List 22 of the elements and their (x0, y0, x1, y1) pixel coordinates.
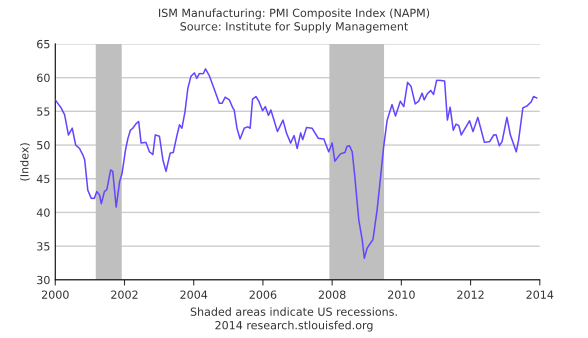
x-tick-label: 2006 (250, 290, 276, 299)
y-tick-label: 50 (37, 141, 50, 150)
y-tick-label: 35 (37, 242, 50, 251)
y-axis-title: (Index) (20, 143, 30, 181)
x-tick-label: 2002 (111, 290, 138, 299)
chart-title: ISM Manufacturing: PMI Composite Index (NAPM) (159, 8, 430, 20)
y-tick-label: 45 (36, 174, 50, 184)
y-tick-label: 65 (37, 40, 50, 48)
y-tick-label: 60 (37, 74, 50, 82)
y-tick-label: 30 (37, 276, 50, 284)
chart-subtitle: Source: Institute for Supply Management (180, 22, 408, 33)
text: 2014 research.stlouisfed.org (215, 320, 372, 332)
y-tick-label: 55 (37, 107, 50, 116)
y-tick-label: 40 (36, 208, 50, 217)
text: Shaded areas indicate US recessions. (190, 307, 397, 316)
x-tick-label: 2008 (318, 290, 346, 299)
x-tick-label: 2012 (457, 290, 484, 299)
x-tick-label: 2004 (180, 290, 208, 299)
line-series (55, 68, 538, 260)
x-tick-label: 2000 (42, 290, 69, 299)
x-tick-label: 2010 (388, 290, 415, 299)
x-tick-label: 2014 (526, 290, 554, 299)
